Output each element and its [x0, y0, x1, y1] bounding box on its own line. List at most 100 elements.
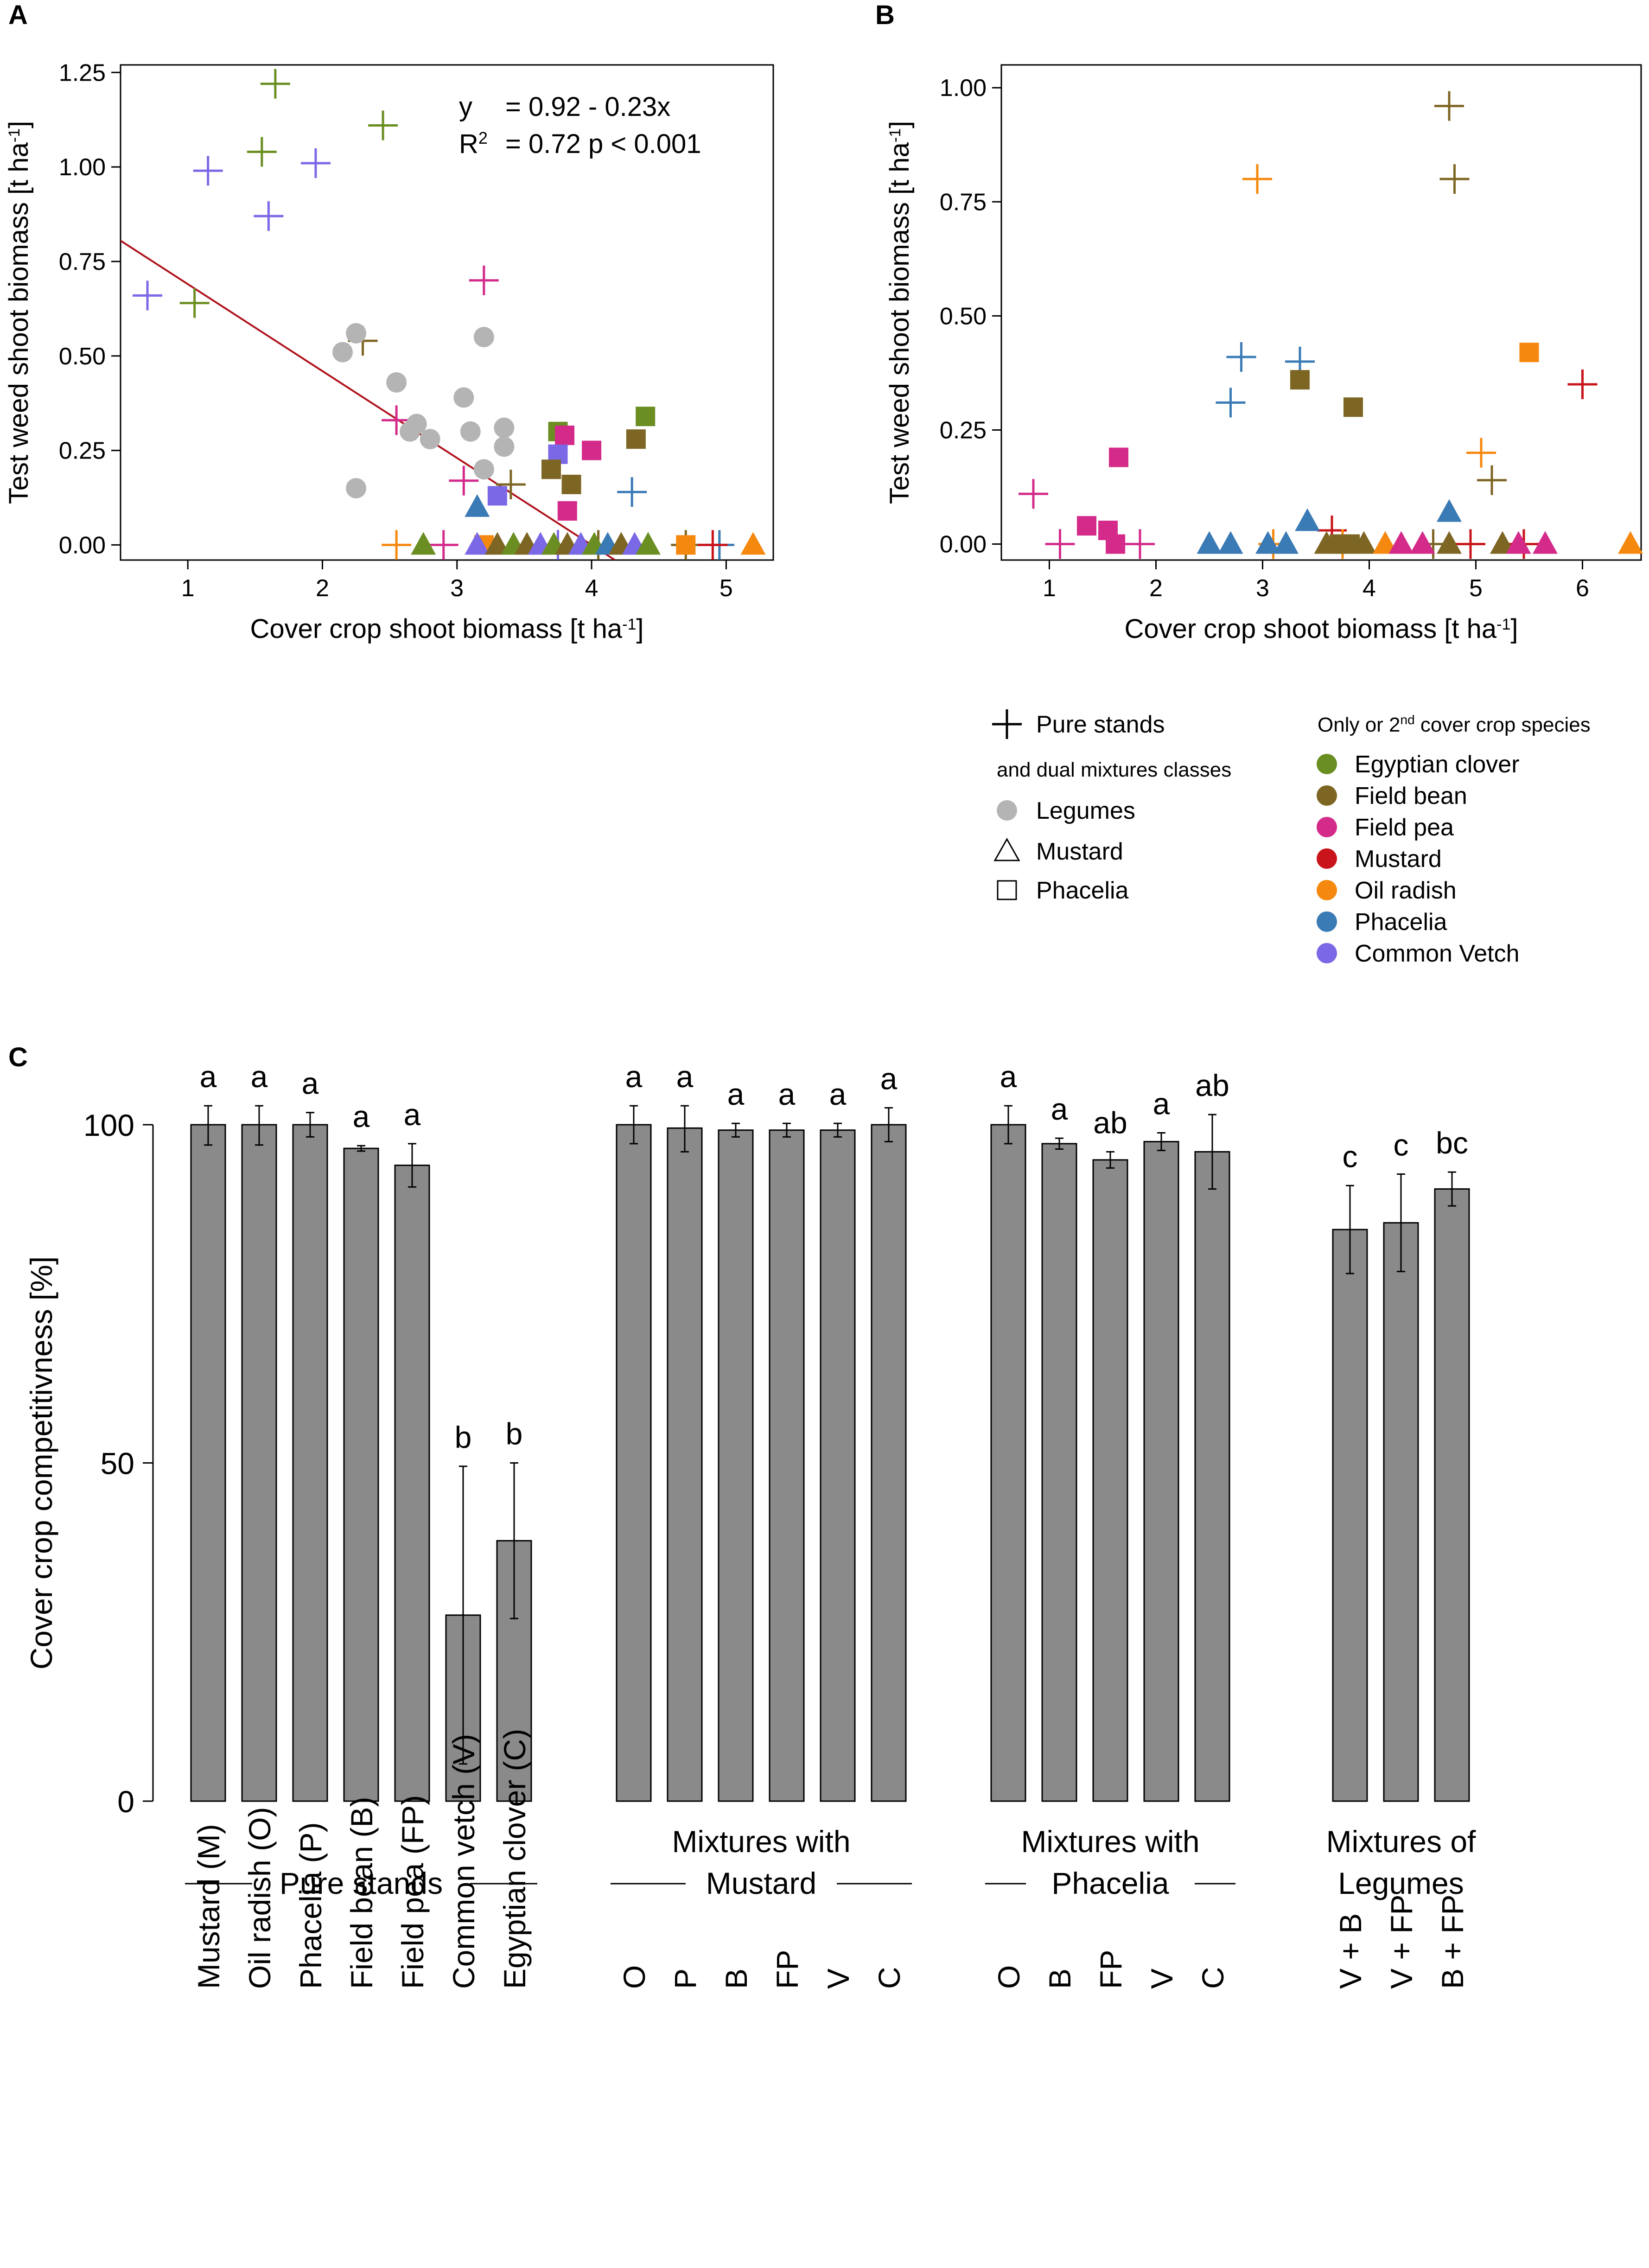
panel-c-significance-letter: a [880, 1062, 898, 1096]
panel-c-category-label: B [719, 1969, 753, 1989]
panel-a-point [254, 201, 284, 231]
legend-species-marker [1317, 817, 1337, 837]
panel-b-point [1410, 531, 1435, 554]
panel-c-category-label: B + FP [1435, 1894, 1470, 1989]
panel-c-group-label-line1: Mixtures of [1326, 1824, 1476, 1859]
panel-a-point [740, 532, 766, 555]
panel-c-significance-letter: ab [1195, 1068, 1229, 1102]
panel-a: A 1 2 3 4 5 0.00 0.25 0.50 0.75 1.00 1.25 Cover cro… [4, 0, 774, 644]
panel-a-point [487, 486, 507, 506]
panel-b-point [1019, 479, 1048, 509]
panel-c-significance-letter: a [1051, 1092, 1068, 1126]
panel-c-category-label: FP [1094, 1950, 1128, 1989]
panel-a-point [494, 436, 515, 457]
panel-a-r2: R2 [459, 128, 488, 159]
panel-a-point [496, 469, 526, 499]
panel-a-point [382, 405, 412, 435]
panel-b-point [1506, 531, 1531, 554]
panel-b-point [1218, 531, 1243, 554]
panel-a-point [179, 288, 210, 318]
legend-mustard-marker [993, 837, 1020, 861]
panel-a-y-tick-label: 0.75 [59, 248, 106, 275]
panel-c-significance-letter: bc [1436, 1126, 1468, 1160]
panel-a-r2-rhs: = 0.72 p < 0.001 [505, 129, 701, 159]
panel-c-bar [1092, 1159, 1128, 1802]
panel-a-x-tick-label: 2 [316, 575, 329, 602]
legend-class-label: Legumes [1036, 797, 1135, 824]
panel-c-category-label: V [1145, 1969, 1179, 1989]
panel-a-y-axis-label-close: ] [4, 121, 34, 128]
panel-b-point [1255, 531, 1280, 554]
legend-class-label: Phacelia [1036, 877, 1129, 904]
panel-c-significance-letter: b [455, 1420, 472, 1454]
panel-c-bar [394, 1165, 430, 1802]
panel-a-point [557, 501, 577, 521]
panel-c-category-label: C [872, 1967, 906, 1989]
panel-b-point [1519, 343, 1539, 363]
panel-a-point [346, 478, 367, 499]
panel-c-bar [871, 1124, 907, 1802]
panel-a-point [368, 110, 398, 140]
legend-species-marker [1317, 911, 1337, 932]
panel-a-point [382, 530, 412, 560]
panel-b-point [1343, 397, 1363, 417]
panel-c-bar [190, 1124, 226, 1802]
panel-a-point [698, 530, 728, 560]
panel-a-point [411, 532, 436, 555]
panel-b-x-tick-label: 6 [1576, 575, 1589, 602]
panel-b-point [1456, 529, 1485, 559]
panel-b-point [1466, 438, 1496, 468]
panel-a-point [332, 342, 353, 363]
panel-a-point [494, 417, 515, 438]
panel-a-x-tick-label: 1 [181, 575, 195, 602]
panel-b-point [1490, 531, 1515, 554]
panel-c-significance-letter: a [404, 1097, 421, 1132]
panel-a-equation-y: y [459, 92, 472, 122]
panel-a-point [386, 372, 407, 393]
legend-species-header-sup: nd [1401, 713, 1415, 727]
panel-c-bar [1194, 1151, 1230, 1802]
panel-a-point [617, 477, 647, 507]
panel-a-point [260, 69, 290, 99]
panel-a-point [428, 530, 458, 560]
panel-c-group-label-line1: Mixtures with [672, 1824, 850, 1859]
panel-c-category-label: FP [770, 1950, 804, 1989]
legend-species-label: Field pea [1355, 814, 1454, 841]
panel-c-significance-letter: a [1153, 1087, 1170, 1121]
legend-species-label: Oil radish [1355, 877, 1457, 904]
panel-b-x-axis-label-main: Cover crop shoot biomass [t ha [1124, 614, 1496, 644]
panel-b-y-tick-label: 1.00 [940, 75, 987, 102]
panel-a-y-axis-label-main: Test weed shoot biomass [t ha [4, 142, 34, 504]
panel-b-point [1439, 164, 1470, 194]
panel-b-point [1106, 534, 1126, 554]
panel-c-group-label-line2: Phacelia [1051, 1866, 1169, 1900]
legend-species-header: Only or 2nd cover crop species [1318, 713, 1591, 736]
legend-class-marker [997, 880, 1017, 900]
panel-c-bar [616, 1124, 652, 1802]
panel-a-point [636, 407, 656, 427]
legend-species-header-post: cover crop species [1415, 714, 1591, 736]
legend-phacelia-marker [997, 880, 1017, 900]
panel-c-bar [718, 1129, 754, 1802]
legend-legumes-marker [997, 800, 1017, 821]
panel-a-point [460, 421, 481, 442]
legend-species-label: Mustard [1355, 846, 1442, 873]
panel-b-x-tick-label: 3 [1256, 575, 1269, 602]
panel-c-group-label-line2: Legumes [1338, 1866, 1464, 1900]
panel-a-point [247, 137, 277, 167]
panel-b-point [1077, 516, 1096, 536]
panel-a-r2-r: R [459, 129, 478, 159]
panel-a-point [465, 532, 490, 555]
panel-c-category-label: V + B [1333, 1913, 1368, 1989]
panel-a-point [561, 474, 581, 494]
panel-c-bar [667, 1127, 703, 1802]
panel-a-x-axis-label-sup: -1 [622, 616, 636, 633]
panel-c-significance-letter: a [1000, 1059, 1017, 1094]
panel-c-significance-letter: a [200, 1059, 217, 1094]
panel-c-significance-letter: a [625, 1059, 643, 1094]
panel-a-y-tick-label: 1.00 [59, 154, 106, 181]
legend-species-marker [1317, 943, 1337, 963]
panel-letter-b: B [875, 0, 895, 30]
panel-letter-a: A [8, 0, 28, 30]
panel-c-category-label: V [821, 1969, 855, 1989]
